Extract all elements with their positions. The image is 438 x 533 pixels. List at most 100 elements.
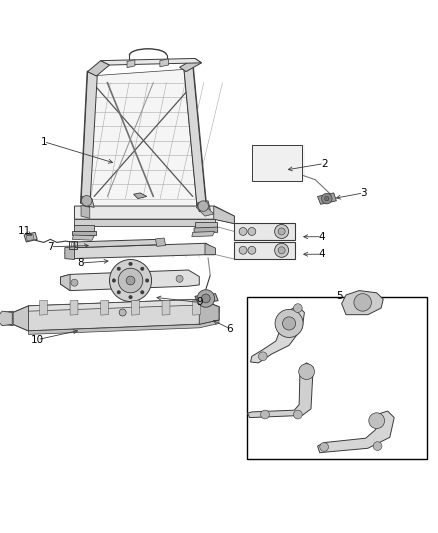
Text: 3: 3 <box>360 188 367 198</box>
Polygon shape <box>160 59 169 67</box>
Circle shape <box>126 276 135 285</box>
Circle shape <box>141 267 144 271</box>
Circle shape <box>248 246 256 254</box>
Circle shape <box>71 279 78 286</box>
Circle shape <box>239 228 247 236</box>
Polygon shape <box>81 197 94 207</box>
Text: 4: 4 <box>318 249 325 259</box>
Polygon shape <box>0 311 12 326</box>
Polygon shape <box>195 222 217 229</box>
Polygon shape <box>28 320 219 334</box>
Circle shape <box>248 228 256 236</box>
Text: 2: 2 <box>321 159 328 168</box>
Circle shape <box>145 279 149 282</box>
Polygon shape <box>72 235 94 240</box>
Polygon shape <box>127 60 135 68</box>
Polygon shape <box>65 243 215 259</box>
Circle shape <box>325 197 329 201</box>
Polygon shape <box>24 232 37 242</box>
Polygon shape <box>214 206 234 223</box>
Text: 8: 8 <box>78 258 85 268</box>
Circle shape <box>119 309 126 316</box>
Text: 5: 5 <box>336 291 343 301</box>
Polygon shape <box>134 193 147 199</box>
Polygon shape <box>252 145 302 181</box>
Polygon shape <box>234 241 295 259</box>
Polygon shape <box>81 205 90 219</box>
Polygon shape <box>11 306 28 331</box>
Circle shape <box>112 279 116 282</box>
Polygon shape <box>26 234 34 241</box>
Polygon shape <box>234 223 295 240</box>
Circle shape <box>110 260 152 302</box>
Polygon shape <box>195 294 218 304</box>
Polygon shape <box>60 270 199 290</box>
Polygon shape <box>60 274 70 290</box>
Polygon shape <box>72 231 96 235</box>
Circle shape <box>81 196 92 206</box>
Bar <box>247 297 427 459</box>
Polygon shape <box>70 300 78 315</box>
Text: 9: 9 <box>196 297 203 308</box>
Circle shape <box>320 442 328 451</box>
Polygon shape <box>74 219 215 226</box>
Polygon shape <box>74 225 94 231</box>
Text: 11: 11 <box>18 227 31 237</box>
Polygon shape <box>74 239 161 248</box>
Polygon shape <box>39 300 47 315</box>
Text: 7: 7 <box>47 242 54 252</box>
Polygon shape <box>155 238 166 246</box>
Polygon shape <box>318 411 394 453</box>
Circle shape <box>118 268 143 293</box>
Text: 4: 4 <box>318 232 325 242</box>
Polygon shape <box>65 247 74 260</box>
Polygon shape <box>162 300 170 315</box>
Polygon shape <box>192 231 215 237</box>
Circle shape <box>275 224 289 238</box>
Polygon shape <box>318 193 336 204</box>
Circle shape <box>176 275 183 282</box>
Polygon shape <box>101 300 109 315</box>
Polygon shape <box>196 205 214 216</box>
Circle shape <box>321 193 332 204</box>
Circle shape <box>141 290 144 294</box>
Circle shape <box>258 352 267 361</box>
Polygon shape <box>342 290 383 314</box>
Circle shape <box>275 310 303 337</box>
Text: 10: 10 <box>31 335 44 345</box>
Polygon shape <box>74 206 234 223</box>
Circle shape <box>197 290 215 307</box>
Circle shape <box>198 201 208 211</box>
Polygon shape <box>2 311 13 326</box>
Circle shape <box>129 262 132 265</box>
Circle shape <box>275 243 289 257</box>
Polygon shape <box>251 306 304 363</box>
Circle shape <box>117 290 120 294</box>
Circle shape <box>278 247 285 254</box>
Polygon shape <box>197 201 210 212</box>
Polygon shape <box>88 61 110 76</box>
Polygon shape <box>11 300 219 331</box>
Polygon shape <box>193 300 201 315</box>
Circle shape <box>293 304 302 312</box>
Circle shape <box>283 317 296 330</box>
Polygon shape <box>81 71 97 207</box>
Polygon shape <box>184 65 206 207</box>
Polygon shape <box>28 300 219 312</box>
Polygon shape <box>205 243 215 255</box>
Circle shape <box>201 294 210 303</box>
Circle shape <box>261 410 269 419</box>
Text: 6: 6 <box>226 324 233 334</box>
Text: 1: 1 <box>40 136 47 147</box>
Circle shape <box>129 295 132 299</box>
Circle shape <box>239 246 247 254</box>
Polygon shape <box>101 59 201 65</box>
Polygon shape <box>90 69 197 207</box>
Polygon shape <box>194 227 218 232</box>
Circle shape <box>369 413 385 429</box>
Circle shape <box>354 294 371 311</box>
Polygon shape <box>131 300 139 315</box>
Polygon shape <box>247 363 313 418</box>
Polygon shape <box>199 300 219 324</box>
Circle shape <box>299 364 314 379</box>
